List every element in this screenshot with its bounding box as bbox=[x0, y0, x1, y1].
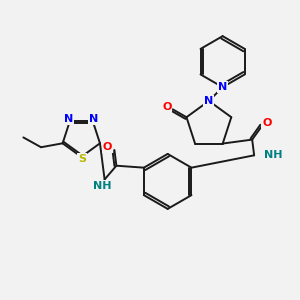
Text: S: S bbox=[78, 154, 86, 164]
Text: O: O bbox=[162, 102, 172, 112]
Text: NH: NH bbox=[93, 181, 112, 191]
Text: O: O bbox=[103, 142, 112, 152]
Text: N: N bbox=[64, 114, 74, 124]
Text: NH: NH bbox=[264, 150, 283, 160]
Text: O: O bbox=[262, 118, 272, 128]
Text: N: N bbox=[218, 82, 227, 92]
Text: N: N bbox=[89, 114, 98, 124]
Text: N: N bbox=[204, 96, 214, 106]
